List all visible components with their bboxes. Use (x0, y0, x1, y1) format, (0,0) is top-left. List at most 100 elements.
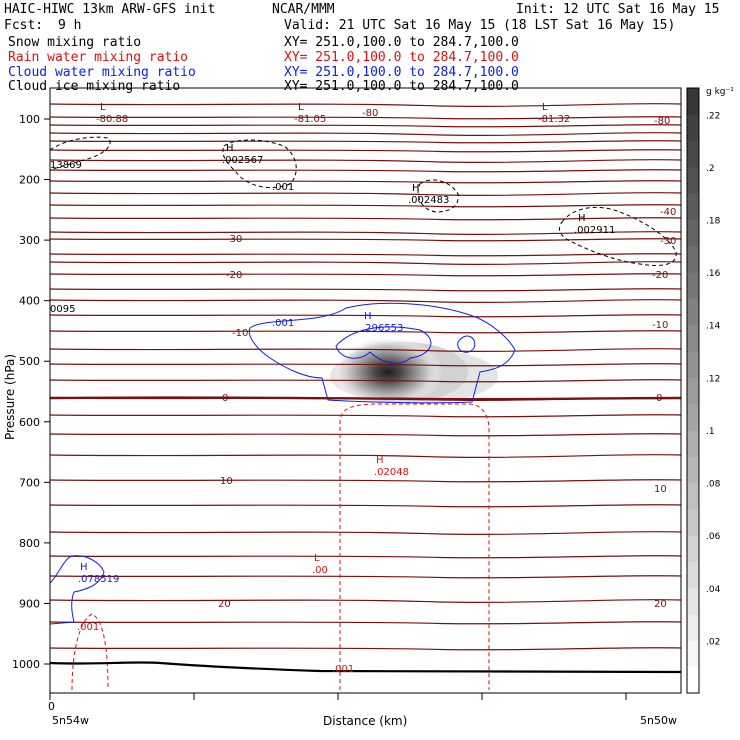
colorbar-tick-label: .04 (706, 585, 721, 595)
y-tick-label: 700 (19, 476, 40, 489)
isotherm-line (50, 504, 681, 508)
isotherm-line (50, 149, 681, 153)
temperature-contour-label: -20 (226, 270, 242, 281)
isotherm-line (50, 102, 681, 108)
temperature-contour-label: -30 (660, 236, 676, 247)
y-tick-label: 200 (19, 174, 40, 187)
cloud-water-extremum-marker: H (364, 311, 372, 322)
ice-contour-label: 0095 (50, 304, 75, 315)
temperature-contour-label: -10 (652, 320, 668, 331)
colorbar-swatch (687, 324, 699, 352)
isotherm-line (50, 238, 681, 242)
institution-label: NCAR/MMM (272, 2, 335, 17)
isotherm-line (50, 555, 681, 559)
isotherm-line (50, 169, 681, 173)
temperature-contour-label: 20 (218, 599, 231, 610)
x-end-label-right: 5n50w (640, 714, 677, 727)
colorbar-tick-label: .08 (706, 480, 721, 490)
isotherm-line (50, 217, 681, 221)
colorbar (687, 88, 699, 694)
field-name-snow: Snow mixing ratio (8, 35, 142, 50)
isotherm-line (50, 124, 681, 128)
isotherm-line (50, 288, 681, 292)
rain-contour-label: .001 (332, 664, 354, 675)
isotherm-line (50, 347, 681, 353)
colorbar-swatch (687, 535, 699, 562)
isotherm-line (50, 530, 681, 536)
ice-contour-label: .002567 (222, 155, 263, 166)
y-axis-title: Pressure (hPa) (3, 354, 17, 440)
ice-extremum-marker: H (226, 143, 234, 154)
y-tick-label: 600 (19, 416, 40, 429)
temperature-contour-label: 10 (220, 476, 233, 487)
isotherm-line (50, 273, 681, 277)
rain-extremum-marker: L (314, 553, 320, 564)
colorbar-tick-label: .22 (706, 111, 720, 121)
colorbar-tick-label: .2 (706, 164, 715, 174)
isotherm-line (50, 116, 681, 120)
isotherm-line (50, 298, 681, 304)
isotherm-line (50, 598, 681, 604)
colorbar-swatch (687, 482, 699, 510)
ice-contour-a (222, 139, 297, 188)
x-tick-label-0: 0 (48, 700, 55, 713)
isotherm-line (50, 647, 681, 651)
ice-extremum-marker: H (412, 183, 420, 194)
colorbar-swatch (687, 614, 699, 641)
colorbar-swatch (687, 245, 699, 273)
field-name-rain: Rain water mixing ratio (8, 50, 189, 65)
colorbar-swatch (687, 351, 699, 378)
cloud-water-left (50, 555, 105, 625)
colorbar-swatch (687, 508, 699, 536)
temperature-contour-label: -80 (654, 116, 670, 127)
colorbar-tick-label: .14 (706, 322, 721, 332)
freezing-level-line (50, 396, 681, 401)
temperature-extremum-marker: L (542, 102, 548, 113)
temperature-contour-label: -40 (660, 207, 676, 218)
temperature-contour-label: -10 (232, 328, 248, 339)
colorbar-unit: g kg⁻¹ (706, 87, 734, 97)
temperature-contour-label: 0 (222, 393, 228, 404)
y-tick-label: 100 (19, 113, 40, 126)
cloud-water-contour-label: .078519 (78, 574, 119, 585)
field-xy-cloud-ice: XY= 251.0,100.0 to 284.7,100.0 (284, 79, 519, 94)
valid-time: Valid: 21 UTC Sat 16 May 15 (18 LST Sat … (284, 18, 676, 33)
cloud-water-contour-label: .296553 (362, 323, 403, 334)
isotherm-line (50, 191, 681, 197)
rain-contour-small (71, 613, 109, 691)
cloud-water-outer (248, 302, 516, 404)
y-tick-label: 900 (19, 597, 40, 610)
isotherm-line (50, 379, 681, 383)
temperature-extremum-marker: L (298, 102, 304, 113)
field-name-cloud-water: Cloud water mixing ratio (8, 65, 196, 80)
colorbar-swatch (687, 666, 699, 694)
ice-contour-label: .001 (272, 182, 294, 193)
init-time: Init: 12 UTC Sat 16 May 15 (516, 2, 720, 17)
colorbar-swatch (687, 403, 699, 431)
rain-contour-label: .02048 (374, 467, 409, 478)
colorbar-swatch (687, 219, 699, 247)
temperature-contour-label: -20 (652, 270, 668, 281)
colorbar-swatch (687, 561, 699, 589)
ice-contour-label: .002483 (408, 195, 449, 206)
isotherm-line (50, 260, 681, 266)
y-tick-label: 400 (19, 295, 40, 308)
isotherm-line (50, 621, 681, 625)
y-tick-label: 1000 (12, 658, 40, 671)
isotherm-line (50, 131, 681, 137)
colorbar-swatch (687, 88, 699, 115)
cloud-water-small (457, 335, 476, 353)
ice-contour-label: .002911 (574, 225, 615, 236)
forecast-hour: 9 h (58, 18, 82, 33)
temperature-contour-label: -81.32 (538, 114, 570, 125)
colorbar-swatch (687, 456, 699, 484)
cloud-water-contour-label: .001 (272, 318, 294, 329)
colorbar-swatch (687, 298, 699, 326)
isotherm-line (50, 479, 681, 483)
y-tick-label: 800 (19, 537, 40, 550)
y-tick-label: 500 (19, 355, 40, 368)
field-xy-snow: XY= 251.0,100.0 to 284.7,100.0 (284, 35, 519, 50)
colorbar-frame (686, 87, 700, 694)
temperature-contour-label: 10 (654, 484, 667, 495)
